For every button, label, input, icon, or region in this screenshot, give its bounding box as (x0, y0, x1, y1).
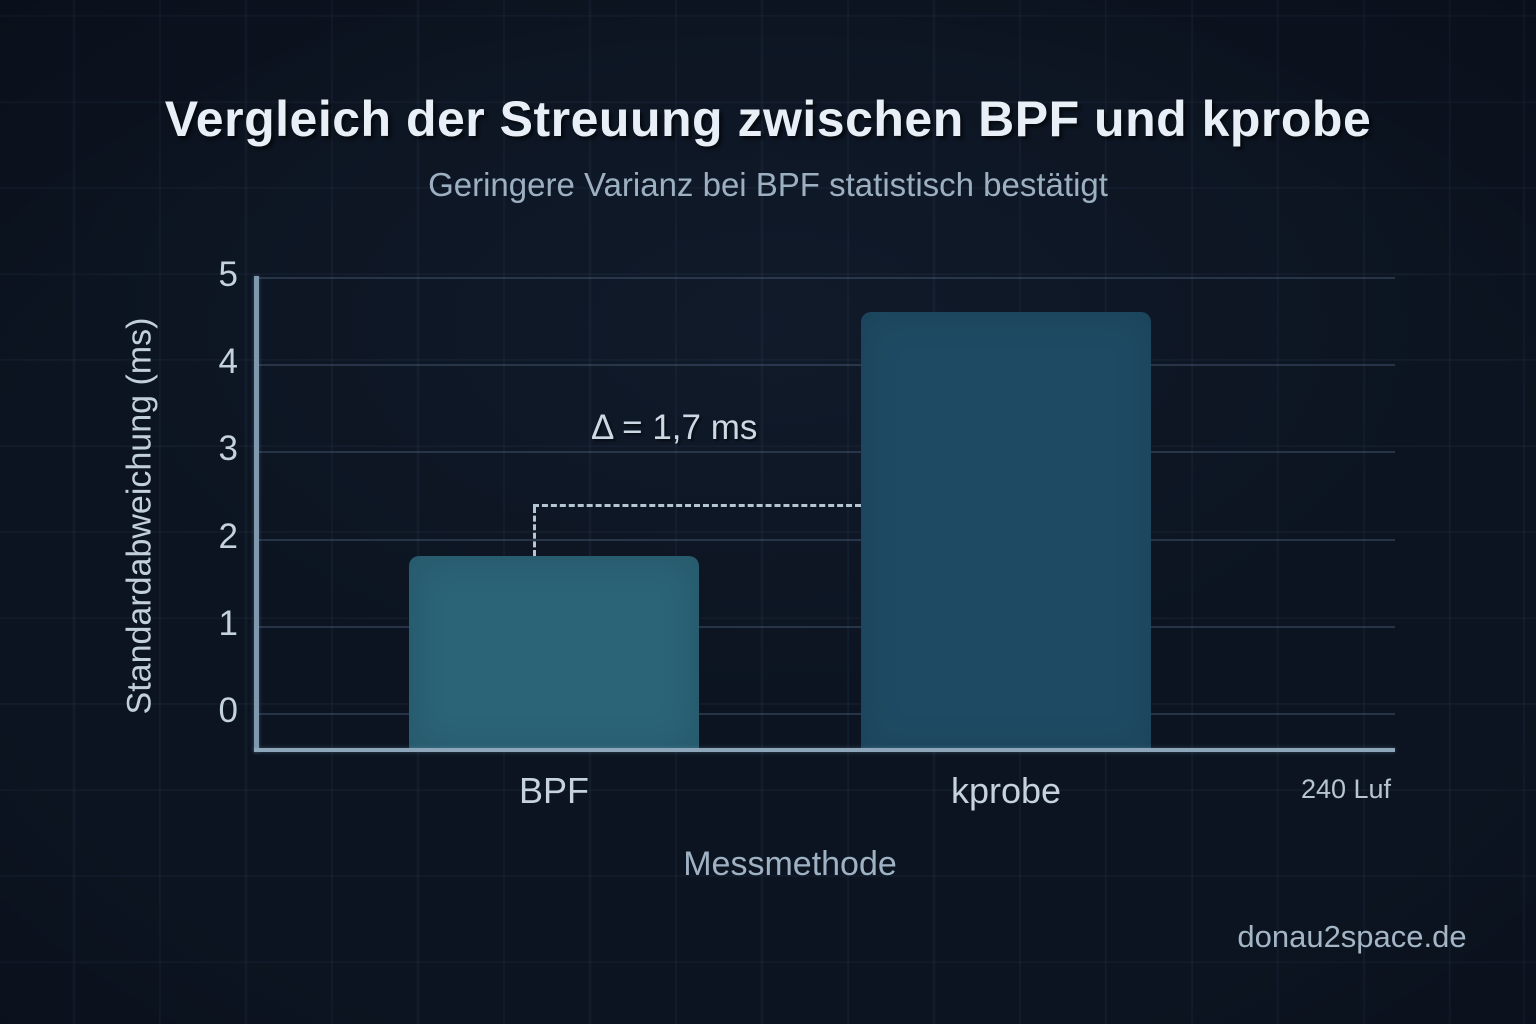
y-tick-label-1: 1 (218, 604, 238, 643)
gridline-2 (257, 539, 1395, 541)
x-axis-title: Messmethode (683, 845, 897, 883)
gridline-1 (257, 626, 1395, 628)
bar-kprobe (861, 312, 1151, 752)
x-tick-label-BPF: BPF (518, 770, 590, 811)
x-axis-line (254, 748, 1395, 752)
bar-BPF (409, 556, 699, 752)
y-tick-label-3: 3 (218, 429, 238, 468)
y-tick-label-5: 5 (218, 255, 238, 294)
y-tick-label-4: 4 (218, 342, 238, 381)
gridline-5 (257, 277, 1395, 279)
x-tick-label-kprobe: kprobe (950, 770, 1062, 811)
annotation-label: Δ = 1,7 ms (591, 408, 758, 447)
y-tick-label-2: 2 (218, 517, 238, 556)
y-axis-line (254, 276, 259, 752)
chart-subtitle: Geringere Varianz bei BPF statistisch be… (428, 166, 1108, 203)
gridline-0 (257, 713, 1395, 715)
watermark: donau2space.de (1237, 919, 1467, 954)
annotation-dashed-hline (533, 504, 861, 507)
y-tick-label-0: 0 (218, 691, 238, 730)
y-axis-title: Standardabweichung (ms) (120, 317, 159, 715)
annotation-dashed-vline (533, 507, 536, 556)
x-axis-extra-label: 240 Luf (1300, 774, 1392, 804)
chart-title: Vergleich der Streuung zwischen BPF und … (164, 91, 1372, 147)
gridline-3 (257, 451, 1395, 453)
gridline-4 (257, 364, 1395, 366)
